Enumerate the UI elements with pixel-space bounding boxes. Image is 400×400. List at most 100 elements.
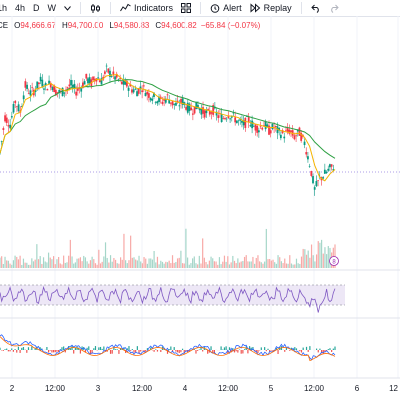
timeframe-d[interactable]: D	[33, 3, 40, 13]
volume-bar	[121, 259, 123, 268]
volume-bar	[285, 263, 288, 268]
macd-hist-bar	[180, 350, 182, 353]
toolbar-divider	[300, 2, 302, 14]
macd-hist-bar	[272, 350, 274, 352]
volume-bar	[131, 257, 133, 268]
volume-bar	[26, 262, 28, 268]
rsi-band	[0, 285, 345, 305]
macd-hist-bar	[64, 350, 66, 353]
volume-bar	[321, 239, 323, 268]
volume-bar	[245, 255, 247, 268]
macd-hist-bar	[237, 350, 239, 353]
candle	[21, 106, 23, 107]
volume-bar	[14, 255, 16, 268]
volume-bar	[76, 258, 78, 268]
symbol-name[interactable]: CE	[0, 20, 9, 30]
macd-hist-bar	[257, 350, 259, 353]
volume-bar	[329, 247, 331, 268]
time-axis-label: 12	[389, 384, 398, 393]
candle	[303, 141, 306, 146]
candle	[310, 170, 313, 176]
candle	[241, 120, 243, 123]
volume-bar	[225, 261, 227, 268]
macd-hist-bar	[156, 350, 159, 352]
candle	[180, 99, 182, 104]
candle	[163, 98, 166, 101]
candle	[203, 110, 206, 118]
candle	[247, 117, 250, 123]
macd-hist-bar	[166, 350, 169, 354]
macd-hist-bar	[61, 347, 63, 350]
volume-bar	[73, 263, 75, 268]
candle	[110, 76, 113, 77]
volume-bar	[39, 256, 41, 268]
macd-hist-bar	[207, 350, 209, 354]
timeframe-w[interactable]: W	[47, 3, 57, 13]
macd-hist-bar	[6, 348, 8, 350]
macd-hist-bar	[91, 350, 93, 354]
macd-hist-bar	[285, 347, 288, 350]
macd-hist-bar	[116, 349, 118, 350]
candle	[139, 86, 142, 90]
volume-bar	[248, 261, 251, 268]
candle	[136, 91, 138, 97]
macd-hist-bar	[202, 350, 204, 352]
time-axis[interactable]: 2 12:00 3 12:00 4 12:00 5 12:00 6 12	[10, 384, 399, 393]
candle	[36, 81, 39, 89]
volume-bar	[315, 254, 318, 268]
candle	[125, 80, 128, 87]
timeframe-1h[interactable]: 1h	[0, 3, 8, 13]
indicators-button[interactable]: Indicators	[116, 3, 177, 13]
volume-bar	[292, 264, 294, 268]
timeframe-4h[interactable]: 4h	[15, 3, 26, 13]
time-axis-label: 4	[183, 384, 188, 393]
candle	[257, 130, 260, 133]
macd-hist-bar	[12, 350, 14, 352]
candle	[237, 120, 240, 122]
volume-bar	[207, 264, 209, 268]
macd-hist-bar	[103, 346, 105, 350]
replay-button[interactable]: Replay	[246, 3, 296, 13]
candle	[105, 65, 108, 67]
macd-hist-bar	[111, 350, 113, 354]
change-value: −65.84 (−0.07%)	[200, 20, 261, 30]
alert-button[interactable]: Alert	[206, 3, 246, 13]
candle	[283, 136, 286, 139]
redo-button[interactable]	[325, 4, 343, 13]
slow-moving-average	[0, 79, 336, 159]
timeframe-dropdown[interactable]	[60, 5, 75, 11]
volume-bar	[109, 255, 112, 268]
volume-bar	[183, 263, 185, 268]
volume-bar	[11, 264, 13, 268]
volume-bar	[314, 261, 316, 268]
candle	[323, 169, 326, 174]
candle	[129, 84, 132, 87]
macd-hist-bar	[264, 347, 266, 350]
volume-badge[interactable]: 8	[329, 256, 339, 266]
macd-hist-bar	[309, 346, 311, 350]
macd-hist-bar	[212, 350, 214, 353]
candle	[29, 90, 32, 96]
volume-bar	[120, 257, 122, 268]
volume-bar	[247, 261, 249, 268]
macd-hist-bar	[128, 346, 130, 350]
candle	[178, 105, 181, 107]
chart-type-button[interactable]	[86, 3, 105, 14]
undo-button[interactable]	[307, 4, 325, 13]
top-toolbar: 1h 4h D W Indicators Alert Replay	[0, 0, 400, 17]
macd-hist-bar	[53, 350, 55, 353]
volume-bar	[101, 261, 103, 268]
candle	[308, 166, 311, 167]
layouts-button[interactable]	[177, 3, 195, 13]
candle	[112, 71, 115, 75]
time-axis-label: 6	[355, 384, 360, 393]
macd-hist-bar	[195, 350, 197, 354]
candle	[246, 116, 248, 118]
macd-hist-bar	[300, 350, 303, 353]
volume-bar	[126, 263, 128, 268]
macd-hist-bar	[160, 350, 162, 353]
candle	[298, 127, 301, 136]
macd-hist-bar	[26, 350, 28, 353]
candle	[251, 120, 253, 129]
